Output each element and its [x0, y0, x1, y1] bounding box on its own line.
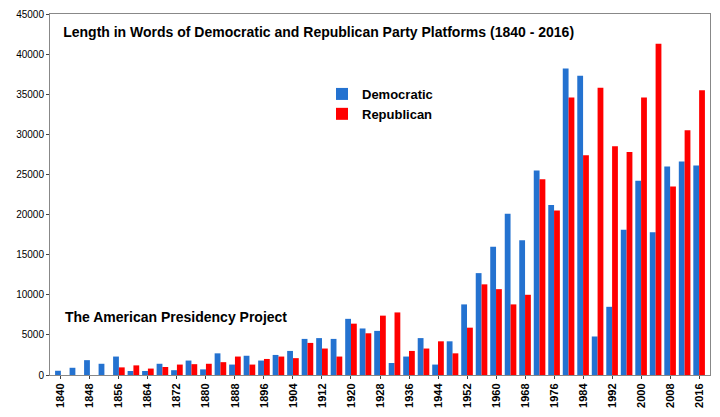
svg-text:Length in Words of Democratic: Length in Words of Democratic and Republ…: [63, 24, 574, 40]
svg-text:30000: 30000: [16, 129, 44, 140]
svg-text:0: 0: [38, 370, 44, 381]
svg-text:1840: 1840: [54, 383, 66, 407]
svg-text:1872: 1872: [170, 383, 182, 407]
svg-text:Democratic: Democratic: [362, 87, 433, 102]
svg-text:1976: 1976: [548, 383, 560, 407]
svg-text:1952: 1952: [461, 383, 473, 407]
svg-text:1992: 1992: [606, 383, 618, 407]
svg-text:1856: 1856: [112, 383, 124, 407]
svg-text:1912: 1912: [316, 383, 328, 407]
svg-text:40000: 40000: [16, 49, 44, 60]
svg-text:1864: 1864: [141, 383, 153, 408]
svg-text:1936: 1936: [403, 383, 415, 407]
svg-text:45000: 45000: [16, 9, 44, 20]
svg-text:20000: 20000: [16, 209, 44, 220]
svg-text:5000: 5000: [22, 329, 45, 340]
svg-text:25000: 25000: [16, 169, 44, 180]
svg-text:2016: 2016: [693, 383, 705, 407]
svg-text:2008: 2008: [664, 383, 676, 407]
svg-text:1920: 1920: [345, 383, 357, 407]
svg-text:1968: 1968: [519, 383, 531, 407]
svg-text:1928: 1928: [374, 383, 386, 407]
svg-text:1880: 1880: [200, 383, 212, 407]
svg-text:1944: 1944: [432, 383, 444, 408]
svg-text:1888: 1888: [229, 383, 241, 407]
svg-text:1984: 1984: [577, 383, 589, 408]
svg-text:1848: 1848: [83, 383, 95, 407]
svg-text:1904: 1904: [287, 383, 299, 408]
svg-text:1960: 1960: [490, 383, 502, 407]
svg-text:1896: 1896: [258, 383, 270, 407]
svg-text:Republican: Republican: [362, 107, 432, 122]
svg-text:The American Presidency Projec: The American Presidency Project: [65, 309, 287, 325]
svg-text:2000: 2000: [635, 383, 647, 407]
svg-text:15000: 15000: [16, 249, 44, 260]
svg-text:35000: 35000: [16, 89, 44, 100]
svg-text:10000: 10000: [16, 289, 44, 300]
